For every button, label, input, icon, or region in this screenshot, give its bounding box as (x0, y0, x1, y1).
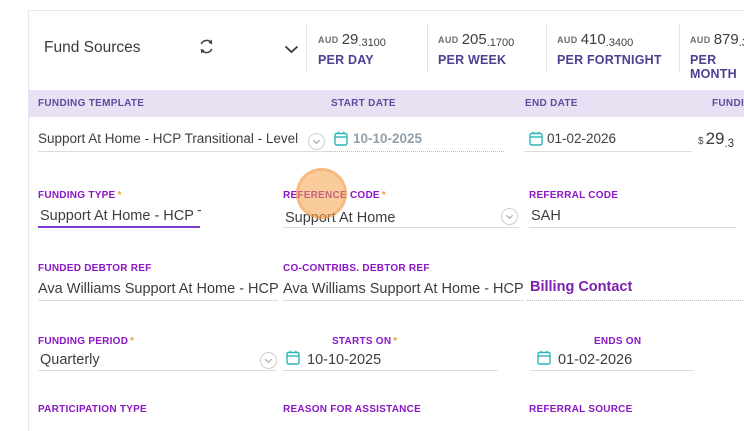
field-underline (38, 226, 200, 228)
col-end-date: END DATE (525, 98, 578, 109)
header-divider (679, 24, 680, 72)
rate-amount: AUD 29.3100 (318, 31, 386, 49)
referral-code-input[interactable]: SAH (531, 208, 561, 224)
rate-period-label: PER WEEK (438, 53, 507, 67)
dropdown-icon[interactable] (308, 133, 325, 150)
field-underline (38, 370, 276, 371)
ends-on-input[interactable]: 01-02-2026 (558, 352, 633, 368)
field-underline (524, 151, 692, 152)
funding-type-label: FUNDING TYPE * (38, 190, 122, 201)
field-underline (529, 227, 736, 228)
row-end-date[interactable]: 01-02-2026 (547, 131, 617, 146)
participation-type-label: PARTICIPATION TYPE (38, 404, 147, 415)
funding-period-input[interactable]: Quarterly (40, 352, 100, 368)
field-underline (530, 370, 694, 371)
field-underline (330, 151, 504, 152)
field-underline (283, 370, 498, 371)
refresh-icon[interactable] (198, 38, 215, 55)
row-start-date: 10-10-2025 (353, 131, 423, 146)
col-funding: FUNDING (712, 98, 744, 109)
reference-code-input[interactable]: Support At Home (285, 210, 396, 226)
field-underline (283, 227, 519, 228)
rate-period-label: PER FORTNIGHT (557, 53, 662, 67)
starts-on-label: STARTS ON * (332, 336, 398, 347)
field-underline (38, 151, 330, 152)
row-funding-amount: $29.3 (698, 129, 735, 150)
rate-amount: AUD 205.1700 (438, 31, 515, 49)
calendar-icon[interactable] (537, 350, 551, 370)
chevron-down-icon[interactable] (284, 45, 299, 54)
ends-on-label: ENDS ON (594, 336, 642, 347)
dropdown-icon[interactable] (260, 352, 277, 369)
col-start-date: START DATE (331, 98, 396, 109)
starts-on-input[interactable]: 10-10-2025 (307, 352, 382, 368)
rate-per-day: AUD 29.3100 PER DAY (318, 31, 386, 67)
field-underline (527, 300, 744, 301)
co-contribs-debtor-ref-input[interactable]: Ava Williams Support At Home - HCP Tra (283, 281, 524, 297)
header-divider (546, 24, 547, 72)
header-divider (306, 24, 307, 72)
panel-title: Fund Sources (44, 39, 141, 56)
table-header-row: FUNDING TEMPLATE START DATE END DATE FUN… (28, 90, 744, 117)
funded-debtor-ref-input[interactable]: Ava Williams Support At Home - HCP Tra (38, 281, 281, 297)
field-underline (38, 300, 278, 301)
dropdown-icon[interactable] (501, 208, 518, 225)
calendar-icon[interactable] (529, 131, 543, 151)
field-underline (283, 300, 524, 301)
fund-sources-panel (28, 10, 744, 431)
referral-code-label: REFERRAL CODE (529, 190, 619, 201)
rate-period-label: PER MONTH (690, 53, 737, 81)
rate-per-fortnight: AUD 410.3400 PER FORTNIGHT (557, 31, 662, 67)
funding-type-input[interactable]: Support At Home - HCP Tr (40, 208, 201, 224)
calendar-icon[interactable] (286, 350, 300, 370)
reference-code-label: REFERENCE CODE * (283, 190, 387, 201)
calendar-icon (334, 131, 348, 151)
rate-period-label: PER DAY (318, 53, 374, 67)
funding-template-field[interactable]: Support At Home - HCP Transitional - Lev… (38, 131, 303, 146)
header-divider (427, 24, 428, 72)
billing-contact-link[interactable]: Billing Contact (530, 279, 633, 295)
reason-for-assistance-label: REASON FOR ASSISTANCE (283, 404, 422, 415)
rate-amount: AUD 410.3400 (557, 31, 634, 49)
rate-per-week: AUD 205.1700 PER WEEK (438, 31, 514, 67)
funding-period-label: FUNDING PERIOD * (38, 336, 135, 347)
referral-source-label: REFERRAL SOURCE (529, 404, 633, 415)
co-contribs-debtor-ref-label: CO-CONTRIBS. DEBTOR REF (283, 263, 430, 274)
funded-debtor-ref-label: FUNDED DEBTOR REF (38, 263, 152, 274)
col-funding-template: FUNDING TEMPLATE (38, 98, 145, 109)
